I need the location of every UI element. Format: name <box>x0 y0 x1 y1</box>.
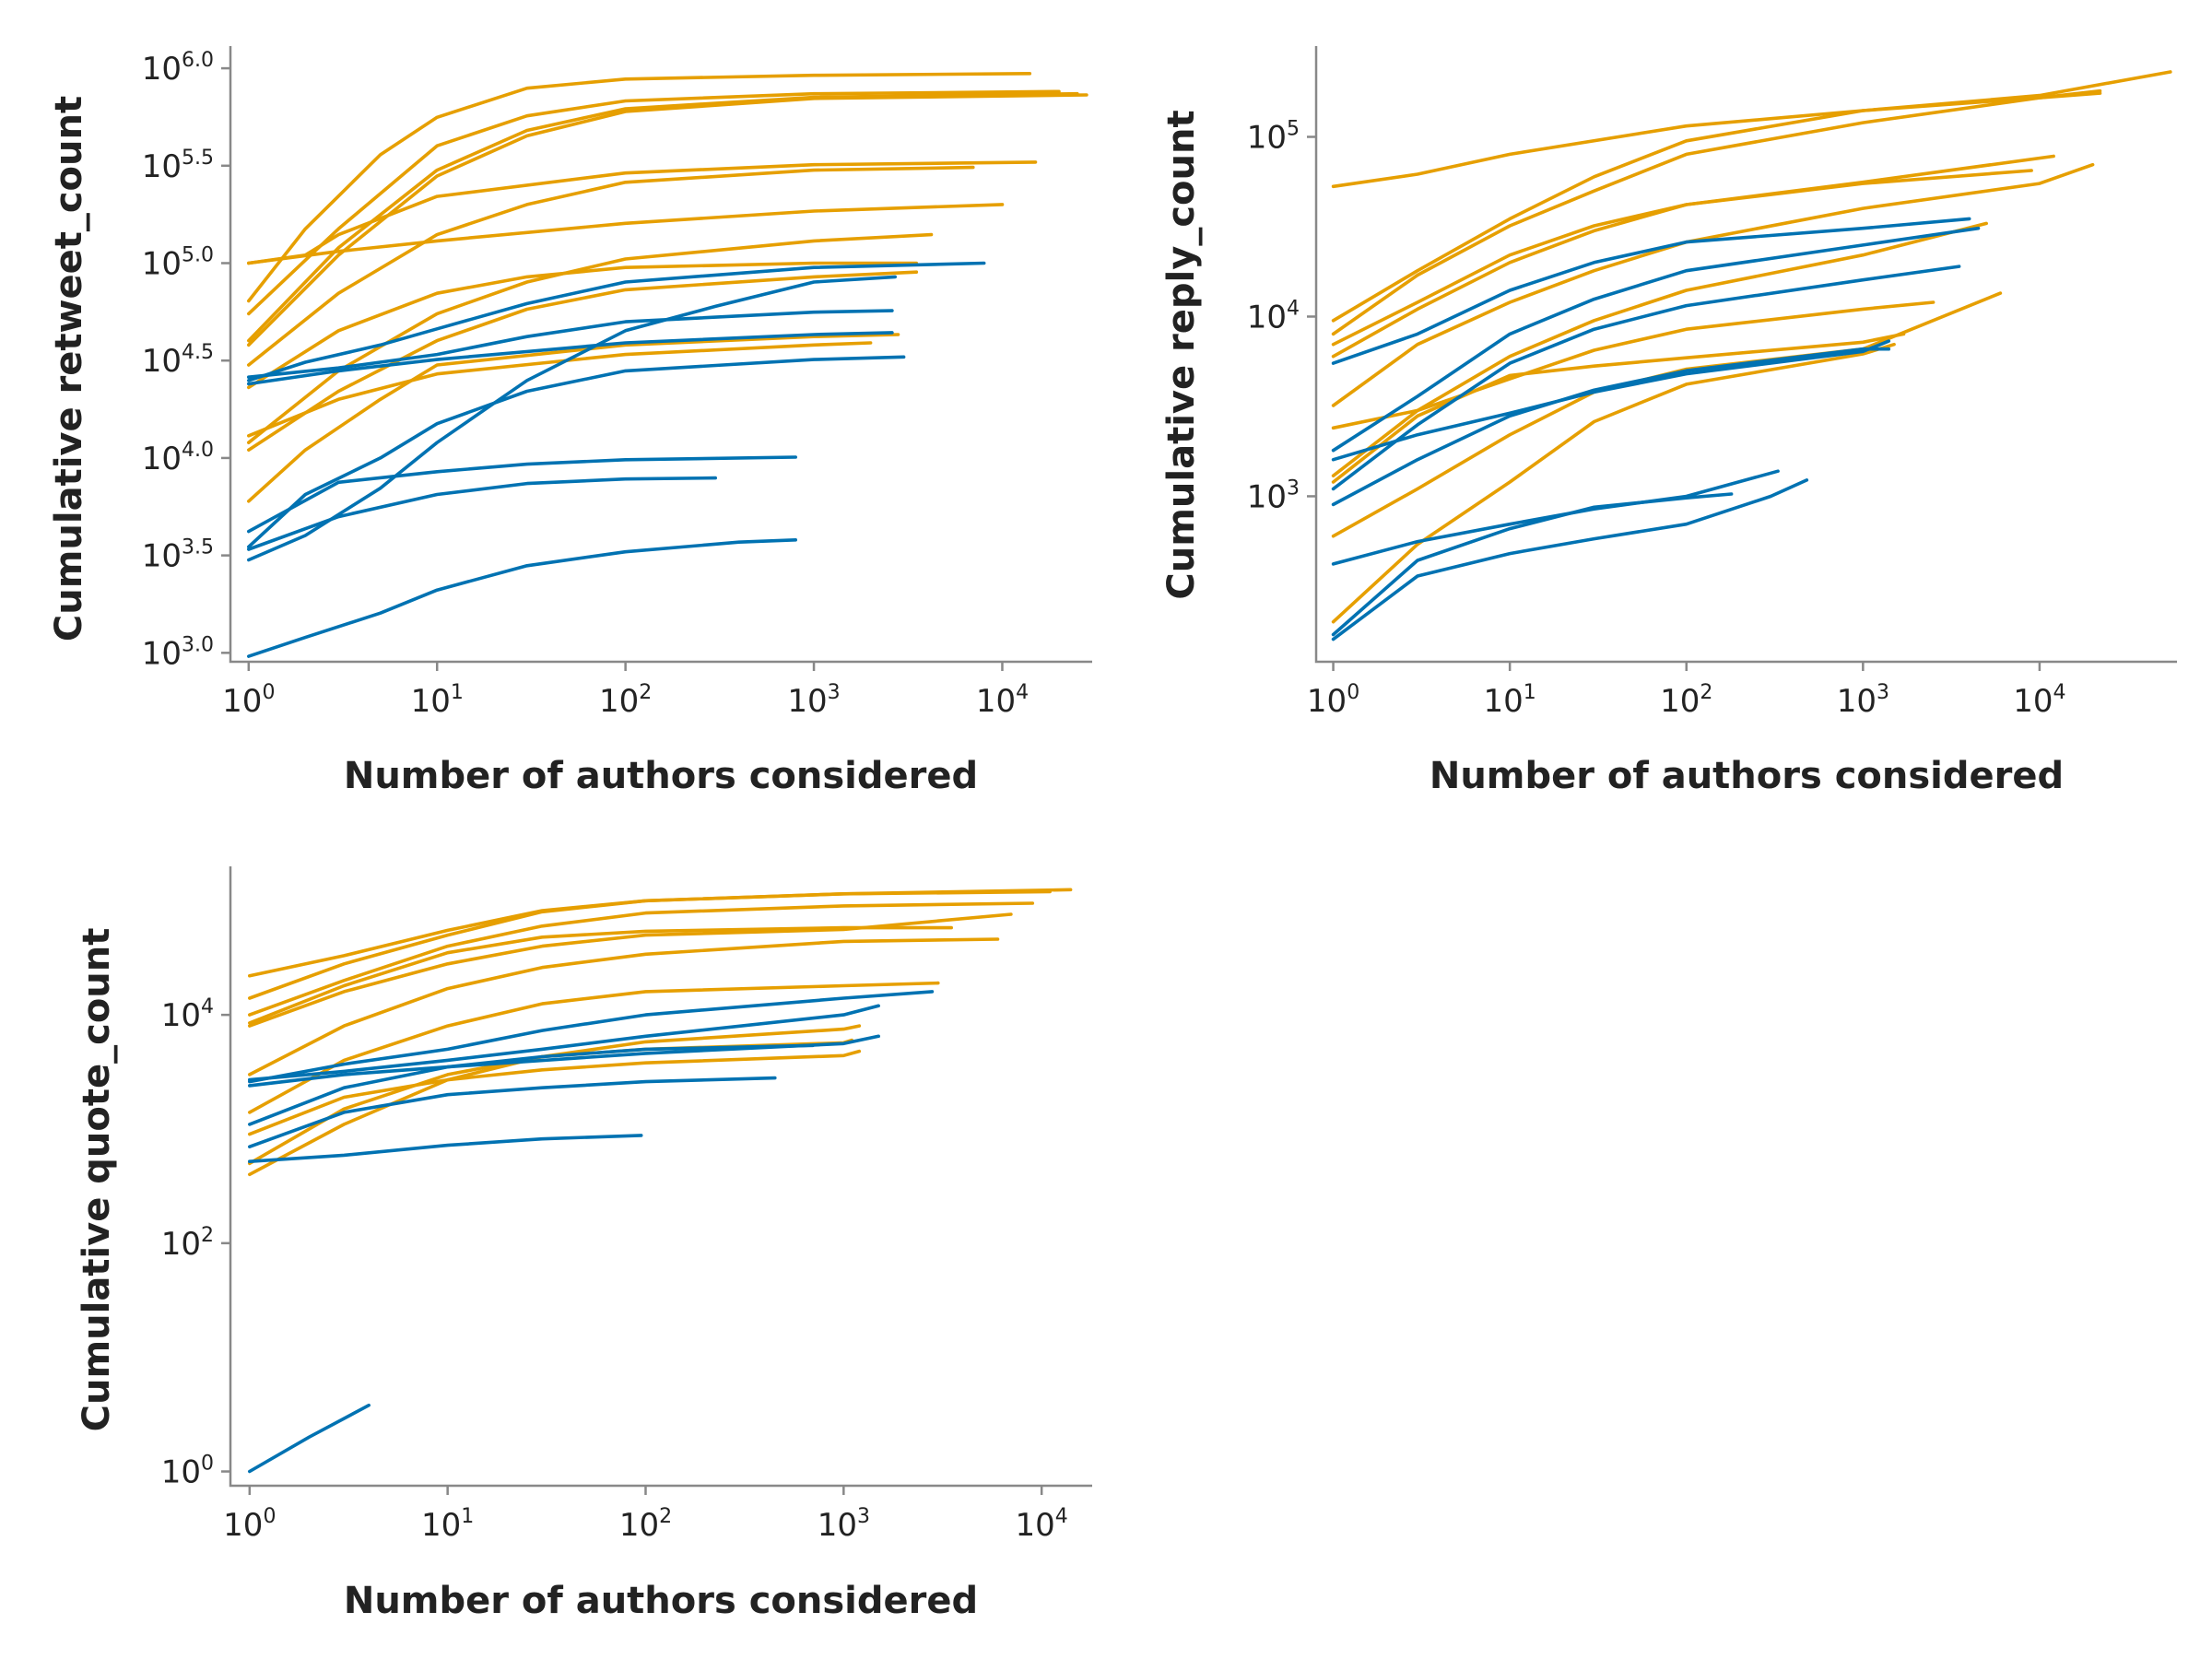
series-lines <box>247 72 1088 658</box>
series-line-blue <box>1331 226 1981 453</box>
axis-frame <box>229 46 1092 664</box>
series-lines <box>1331 70 2172 641</box>
x-axis-label: Number of authors considered <box>344 755 978 797</box>
y-axis-label: Cumulative reply_count <box>1160 110 1203 599</box>
series-line-orange <box>1331 91 2102 323</box>
series-line-orange <box>248 888 1073 978</box>
x-tick-label: 103 <box>818 1505 870 1544</box>
series-line-blue <box>248 1076 777 1148</box>
y-tick-label: 102 <box>161 1224 214 1263</box>
series-line-orange <box>1331 342 1896 624</box>
series-line-blue <box>247 455 797 534</box>
x-tick-label: 100 <box>223 1505 276 1544</box>
x-tick-label: 102 <box>1660 681 1712 720</box>
series-line-blue <box>1331 347 1891 507</box>
series-line-orange <box>1331 162 2095 407</box>
x-axis-label: Number of authors considered <box>344 1580 978 1622</box>
series-line-orange <box>247 93 1088 347</box>
x-axis-label: Number of authors considered <box>1430 755 2064 797</box>
series-line-orange <box>247 72 1032 303</box>
x-tick-label: 102 <box>599 681 652 720</box>
axis-frame <box>1314 46 2177 664</box>
series-line-blue <box>248 1004 880 1082</box>
series-line-blue <box>247 261 986 382</box>
series-line-orange <box>1331 154 2055 347</box>
x-tick-label: 100 <box>222 681 275 720</box>
series-line-orange <box>247 165 975 367</box>
y-tick-label: 105.5 <box>142 147 214 185</box>
series-line-blue <box>248 1043 815 1126</box>
series-lines <box>248 888 1073 1474</box>
series-line-blue <box>248 990 935 1084</box>
series-line-orange <box>248 901 1035 1017</box>
quote-count-panel: Number of authors considered Cumulative … <box>76 866 1092 1622</box>
series-line-orange <box>1331 88 2102 336</box>
y-tick-label: 103.0 <box>142 633 214 672</box>
series-line-blue <box>1331 339 1891 462</box>
x-tick-label: 101 <box>411 681 464 720</box>
series-line-orange <box>247 89 1061 316</box>
x-tick-label: 102 <box>619 1505 672 1544</box>
y-tick-label: 104 <box>1247 297 1300 335</box>
x-tick-label: 103 <box>1837 681 1889 720</box>
series-line-orange <box>248 912 1013 1028</box>
series-line-blue <box>248 1034 880 1088</box>
series-line-blue <box>248 1134 643 1163</box>
series-line-blue <box>247 309 894 379</box>
series-line-blue <box>247 331 894 386</box>
axis-frame <box>229 866 1092 1488</box>
y-tick-label: 105.0 <box>142 244 214 283</box>
series-line-orange <box>1331 70 2172 189</box>
series-line-orange <box>248 925 953 1025</box>
series-line-blue <box>247 275 897 562</box>
series-line-blue <box>247 538 797 658</box>
series-line-blue <box>247 476 717 551</box>
series-line-orange <box>248 937 1000 1077</box>
x-tick-label: 101 <box>1484 681 1536 720</box>
x-tick-label: 104 <box>2013 681 2065 720</box>
series-line-orange <box>247 261 919 390</box>
series-line-orange <box>247 91 1079 343</box>
series-line-blue <box>1331 265 1961 491</box>
y-tick-label: 104.5 <box>142 341 214 380</box>
x-tick-label: 104 <box>1016 1505 1068 1544</box>
x-tick-label: 101 <box>421 1505 474 1544</box>
series-line-blue <box>1331 478 1809 641</box>
x-tick-label: 104 <box>976 681 1029 720</box>
y-tick-label: 106.0 <box>142 49 214 88</box>
y-tick-label: 104 <box>161 995 214 1034</box>
series-line-orange <box>248 1049 862 1136</box>
series-line-blue <box>1331 217 1971 365</box>
y-axis-label: Cumulative retweet_count <box>48 96 90 641</box>
series-line-orange <box>247 203 1005 265</box>
series-line-orange <box>1331 332 1906 484</box>
y-tick-label: 103 <box>1247 477 1300 515</box>
y-tick-label: 100 <box>161 1453 214 1491</box>
y-tick-label: 105 <box>1247 117 1300 156</box>
series-line-orange <box>248 889 1052 1000</box>
series-line-blue <box>1331 492 1734 637</box>
series-line-orange <box>247 270 919 452</box>
series-line-orange <box>247 341 873 438</box>
x-tick-label: 100 <box>1307 681 1359 720</box>
y-tick-label: 103.5 <box>142 536 214 575</box>
series-line-orange <box>247 333 900 503</box>
series-line-orange <box>1331 300 1936 430</box>
retweet-count-panel: Number of authors considered Cumulative … <box>48 46 1092 797</box>
series-line-blue <box>248 1403 371 1474</box>
y-axis-label: Cumulative quote_count <box>76 928 118 1432</box>
reply-count-panel: Number of authors considered Cumulative … <box>1160 46 2177 797</box>
y-tick-label: 104.0 <box>142 439 214 477</box>
x-tick-label: 103 <box>787 681 840 720</box>
series-line-blue <box>247 355 906 549</box>
series-line-orange <box>248 981 940 1114</box>
